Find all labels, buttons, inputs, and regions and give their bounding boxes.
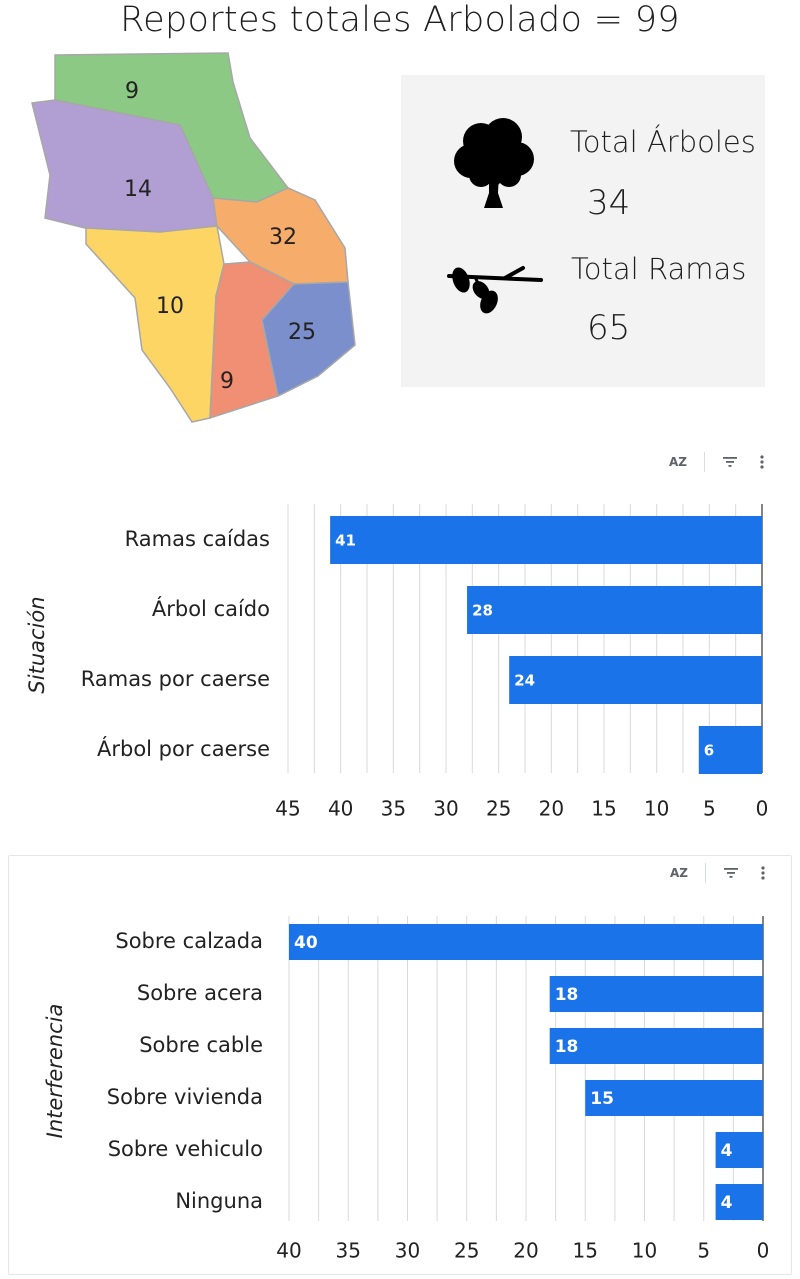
bar-data-label: 6 — [704, 742, 714, 760]
x-tick-label: 25 — [454, 1239, 479, 1263]
map-region-3 — [85, 225, 225, 423]
x-tick-label: 30 — [395, 1239, 420, 1263]
category-label: Sobre vivienda — [107, 1085, 263, 1109]
category-label: Sobre cable — [139, 1033, 263, 1057]
y-axis-title: Interferencia — [43, 1004, 67, 1139]
x-tick-label: 10 — [632, 1239, 657, 1263]
bar-data-label: 40 — [294, 933, 318, 953]
bar[interactable] — [509, 656, 762, 704]
category-label: Árbol caído — [152, 596, 270, 621]
x-tick-label: 20 — [513, 1239, 538, 1263]
x-tick-label: 35 — [381, 797, 406, 821]
bar[interactable] — [330, 516, 762, 564]
category-label: Ramas caídas — [125, 527, 270, 551]
category-label: Sobre acera — [137, 981, 263, 1005]
sort-az-icon[interactable]: AZ — [670, 866, 688, 880]
x-tick-label: 15 — [591, 797, 616, 821]
bar-data-label: 28 — [472, 602, 493, 620]
bar[interactable] — [549, 976, 763, 1012]
x-tick-label: 30 — [433, 797, 458, 821]
more-vert-icon[interactable] — [751, 861, 775, 885]
category-label: Ramas por caerse — [81, 667, 270, 691]
total-trees-label: Total Árboles — [570, 125, 756, 159]
bar[interactable] — [467, 586, 762, 634]
more-vert-icon[interactable] — [750, 450, 774, 474]
map-region-value: 14 — [124, 177, 152, 202]
page-title: Reportes totales Arbolado = 99 — [120, 0, 680, 40]
situacion-chart: 41 Ramas caídas 28 Árbol caído 24 Ramas por c… — [25, 504, 769, 821]
bar-data-label: 18 — [555, 985, 579, 1005]
map-region-5 — [261, 281, 356, 398]
bar[interactable] — [289, 924, 763, 960]
category-label: Ninguna — [175, 1189, 263, 1213]
map-region-2 — [212, 187, 349, 285]
bar[interactable] — [698, 726, 762, 774]
bar-data-label: 4 — [721, 1193, 733, 1213]
bar-data-label: 18 — [555, 1037, 579, 1057]
x-tick-label: 0 — [757, 1239, 770, 1263]
branch-icon — [447, 266, 543, 314]
bar[interactable] — [715, 1132, 763, 1168]
map-region-value: 9 — [220, 369, 234, 394]
bar-data-label: 4 — [721, 1141, 733, 1161]
tree-icon — [454, 118, 534, 208]
bar-data-label: 41 — [335, 532, 356, 550]
y-axis-title: Situación — [25, 596, 49, 693]
filter-icon[interactable] — [719, 861, 743, 885]
bar-data-label: 24 — [514, 672, 535, 690]
bar[interactable] — [585, 1080, 763, 1116]
x-tick-label: 40 — [276, 1239, 301, 1263]
x-tick-label: 20 — [539, 797, 564, 821]
x-tick-label: 5 — [703, 797, 716, 821]
district-map: 9 14 32 10 9 25 — [31, 52, 356, 423]
category-label: Árbol por caerse — [97, 736, 270, 761]
map-region-value: 10 — [156, 294, 184, 319]
map-region-value: 9 — [125, 79, 139, 104]
map-region-value: 32 — [269, 225, 297, 250]
x-tick-label: 40 — [328, 797, 353, 821]
map-region-value: 25 — [288, 320, 316, 345]
x-tick-label: 15 — [573, 1239, 598, 1263]
totals-card: Total Árboles 34 Total Ramas 65 — [401, 75, 765, 387]
toolbar-divider — [704, 452, 705, 472]
sort-az-icon[interactable]: AZ — [669, 455, 687, 469]
x-tick-label: 25 — [486, 797, 511, 821]
total-branches-value: 65 — [587, 308, 631, 348]
x-tick-label: 45 — [275, 797, 300, 821]
category-label: Sobre calzada — [115, 929, 263, 953]
bar[interactable] — [715, 1184, 763, 1220]
category-label: Sobre vehiculo — [108, 1137, 263, 1161]
x-tick-label: 0 — [756, 797, 769, 821]
chart1-toolbar: AZ — [666, 450, 776, 476]
toolbar-divider — [705, 863, 706, 883]
x-tick-label: 35 — [336, 1239, 361, 1263]
interferencia-chart-card: AZ 40 Sobre calzada 18 Sobre acera 18 Sobre c… — [8, 855, 792, 1275]
x-tick-label: 10 — [644, 797, 669, 821]
filter-icon[interactable] — [718, 450, 742, 474]
total-branches-label: Total Ramas — [571, 252, 747, 286]
bar[interactable] — [549, 1028, 763, 1064]
chart2-toolbar: AZ — [667, 861, 777, 887]
bar-data-label: 15 — [590, 1089, 614, 1109]
total-trees-value: 34 — [587, 183, 631, 223]
x-tick-label: 5 — [697, 1239, 710, 1263]
